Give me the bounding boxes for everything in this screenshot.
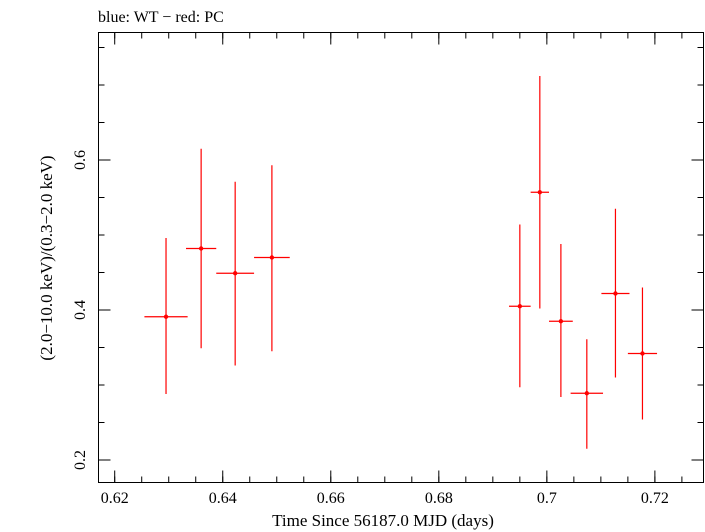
data-point: [216, 181, 255, 366]
axis-ticks: [98, 32, 704, 483]
data-point: [627, 287, 658, 420]
x-tick-label: 0.62: [101, 490, 129, 507]
data-marker: [163, 314, 169, 319]
x-tick-label: 0.72: [641, 490, 669, 507]
x-tick-label: 0.7: [537, 490, 557, 507]
data-marker: [613, 291, 618, 296]
data-marker: [232, 271, 238, 276]
plot-frame: [98, 32, 704, 483]
data-marker: [537, 190, 543, 195]
y-tick-label: 0.2: [72, 450, 89, 470]
y-tick-label: 0.6: [72, 150, 89, 170]
data-marker: [517, 304, 523, 309]
data-point: [549, 244, 573, 397]
data-marker: [198, 246, 204, 251]
x-tick-label: 0.68: [425, 490, 453, 507]
data-point: [186, 148, 217, 349]
data-point: [601, 208, 630, 378]
chart-title: blue: WT − red: PC: [98, 9, 224, 26]
x-tick-label: 0.66: [317, 490, 345, 507]
data-points: [144, 76, 658, 449]
data-point: [570, 339, 604, 449]
y-axis-label: (2.0−10.0 keV)/(0.3−2.0 keV): [37, 155, 56, 360]
x-tick-label: 0.64: [209, 490, 237, 507]
y-tick-label: 0.4: [72, 300, 89, 320]
data-point: [254, 165, 290, 352]
x-axis-label: Time Since 56187.0 MJD (days): [272, 511, 494, 530]
data-marker: [584, 391, 590, 396]
data-marker: [269, 255, 275, 260]
data-marker: [640, 351, 645, 356]
data-marker: [558, 319, 564, 324]
data-point: [509, 224, 531, 388]
axis-tick-labels: 0.62 0.64 0.66 0.68 0.7 0.72 0.2 0.4 0.6: [72, 150, 669, 507]
data-point: [530, 76, 550, 309]
data-point: [144, 238, 188, 394]
